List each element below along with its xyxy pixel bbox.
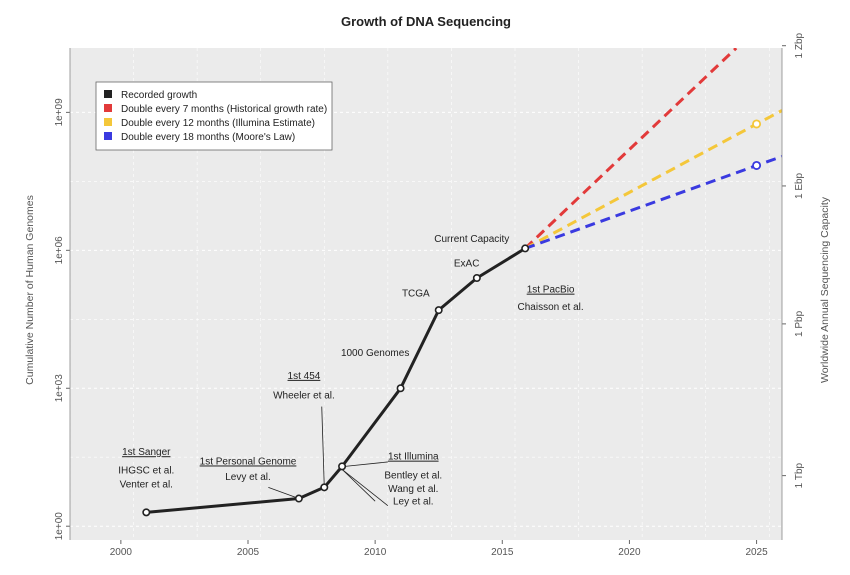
series-line-1 [524,48,738,250]
annotation-sanger_head: 1st Sanger [122,447,171,458]
legend-label-12-months: Double every 12 months (Illumina Estimat… [121,118,315,129]
legend-swatch-recorded [104,90,112,98]
annotation-ill_head: 1st Illumina [388,452,439,463]
leader-line-454 [321,406,325,488]
legend-box [95,81,333,151]
annotation-current: Current Capacity [434,234,509,245]
grid [69,48,782,540]
annotation-tcga: TCGA [402,288,430,299]
y-axis-label: Cumulative Number of Human Genomes [24,195,36,385]
data-point-recorded [521,244,530,253]
data-point-recorded [472,274,481,283]
annotation-pg_head: 1st Personal Genome [200,456,297,467]
x-tick-label: 2000 [110,547,133,558]
legend: Recorded growth Double every 7 months (H… [95,81,333,151]
leader-line-wang [341,469,389,506]
data-point-recorded [142,508,151,517]
data-points [142,119,762,517]
series-line-0 [146,247,526,514]
x-tick-label: 2010 [364,547,387,558]
data-point-recorded [320,483,329,492]
x-tick-label: 2005 [237,547,260,558]
annotation-ill_l2: Wang et al. [388,484,438,495]
annotation-r454_head: 1st 454 [288,371,321,382]
data-point-recorded [338,462,347,471]
annotation-g1000: 1000 Genomes [341,348,409,359]
annotation-ill_l1: Bentley et al. [384,470,442,481]
data-point-recorded [434,306,443,315]
data-point-projection [752,119,762,129]
annotations: 1st Sanger IHGSC et al. Venter et al. 1st P… [118,234,583,507]
annotation-pacbio_head: 1st PacBio [527,285,575,296]
data-point-recorded [294,494,303,503]
data-point-projection [752,160,762,170]
legend-label-recorded: Recorded growth [121,90,197,101]
annotation-exac: ExAC [454,258,480,269]
y2-axis-label: Worldwide Annual Sequencing Capacity [819,196,831,383]
y-tick-label: 1e+00 [54,512,65,541]
annotation-ill_l3: Ley et al. [393,496,434,507]
leader-line-ley [341,469,376,502]
y-tick-label: 1e+03 [54,374,65,403]
legend-label-7-months: Double every 7 months (Historical growth… [121,104,327,115]
legend-label-18-months: Double every 18 months (Moore's Law) [121,132,295,143]
y-tick-label: 1e+06 [54,236,65,265]
annotation-pacbio_l1: Chaisson et al. [518,302,584,313]
y-tick-label: 1e+09 [54,98,65,127]
axes: 2000 2005 2010 2015 2020 2025 1e+00 1e+03 1e+06 1… [54,32,805,558]
x-tick-label: 2020 [618,547,641,558]
annotation-sanger_l2: Venter et al. [120,479,173,490]
y2-tick-label: 1 Ebp [794,172,805,199]
annotation-leaders [268,406,389,506]
x-tick-label: 2015 [491,547,514,558]
y2-tick-label: 1 Tbp [794,462,805,488]
annotation-r454_l1: Wheeler et al. [273,390,335,401]
legend-swatch-12-months [104,118,112,126]
y2-tick-label: 1 Pbp [794,310,805,337]
annotation-pg_l1: Levy et al. [225,472,271,483]
chart-title: Growth of DNA Sequencing [341,14,511,29]
legend-swatch-7-months [104,104,112,112]
leader-line-illumina [345,461,388,467]
leader-line-personal-genome [268,486,299,499]
y2-tick-label: 1 Zbp [794,32,805,58]
legend-swatch-18-months [104,132,112,140]
annotation-sanger_l1: IHGSC et al. [118,466,174,477]
x-tick-label: 2025 [745,547,768,558]
data-point-recorded [396,384,405,393]
